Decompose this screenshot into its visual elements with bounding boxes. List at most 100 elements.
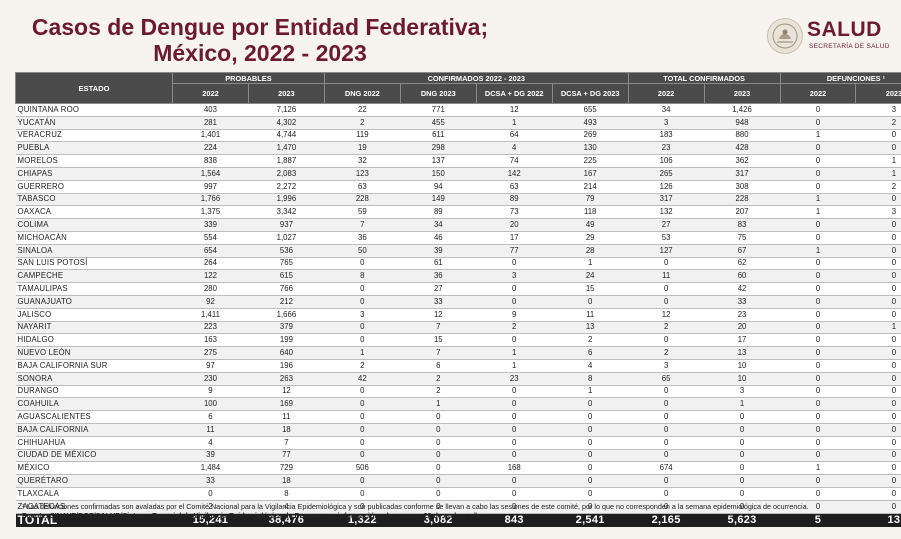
state-name-cell: GUANAJUATO [15, 295, 173, 309]
value-cell: 1,996 [248, 193, 325, 207]
value-cell: 1 [400, 397, 477, 412]
value-cell: 8 [324, 269, 401, 284]
state-name-cell: CIUDAD DE MÉXICO [15, 449, 173, 463]
value-cell: 2 [628, 321, 705, 335]
value-cell: 4,744 [248, 129, 325, 143]
value-cell: 12 [628, 308, 705, 322]
value-cell: 1 [780, 461, 856, 476]
value-cell: 77 [476, 244, 553, 258]
table-row: YUCATÁN 281 4,302 2 455 1 493 3 948 0 2 [15, 116, 901, 130]
value-cell: 127 [628, 244, 705, 258]
value-cell: 0 [855, 282, 901, 296]
value-cell: 100 [172, 397, 249, 412]
state-name-cell: YUCATÁN [15, 116, 173, 130]
value-cell: 263 [248, 372, 325, 386]
value-cell: 17 [704, 333, 781, 348]
value-cell: 0 [476, 449, 553, 463]
value-cell: 655 [552, 103, 629, 117]
footnotes: ¹ Las defunciones confirmadas son avalad… [22, 502, 822, 520]
value-cell: 0 [855, 333, 901, 348]
value-cell: 3 [324, 308, 401, 322]
value-cell: 0 [552, 436, 629, 450]
value-cell: 2 [628, 346, 705, 360]
state-name-cell: MICHOACÁN [15, 231, 173, 245]
value-cell: 77 [248, 449, 325, 463]
value-cell: 0 [780, 141, 856, 156]
value-cell: 640 [248, 346, 325, 360]
table-row: ZACATECAS 2 4 0 0 0 0 0 0 0 0 [15, 500, 901, 514]
value-cell: 298 [400, 141, 477, 156]
value-cell: 8 [552, 372, 629, 386]
value-cell: 0 [400, 487, 477, 501]
value-cell: 0 [476, 282, 553, 296]
value-cell: 0 [552, 461, 629, 476]
value-cell: 0 [324, 423, 401, 437]
value-cell: 62 [704, 257, 781, 271]
value-cell: 0 [780, 257, 856, 271]
value-cell: 42 [324, 372, 401, 386]
value-cell: 0 [324, 295, 401, 309]
header-sub-cell: 2023 [855, 83, 901, 104]
value-cell: 60 [704, 269, 781, 284]
value-cell: 0 [855, 461, 901, 476]
value-cell: 2 [552, 333, 629, 348]
value-cell: 199 [248, 333, 325, 348]
value-cell: 0 [855, 257, 901, 271]
value-cell: 611 [400, 129, 477, 143]
header-sub-cell: DCSA + DG 2023 [551, 83, 629, 104]
table-row: GUANAJUATO 92 212 0 33 0 0 0 33 0 0 [15, 295, 901, 309]
state-name-cell: QUERÉTARO [15, 474, 173, 488]
value-cell: 1 [476, 116, 553, 130]
value-cell: 196 [248, 359, 325, 373]
value-cell: 1,426 [704, 103, 781, 117]
value-cell: 24 [552, 269, 629, 284]
value-cell: 0 [855, 295, 901, 309]
value-cell: 0 [704, 449, 781, 463]
value-cell: 130 [552, 141, 629, 156]
value-cell: 6 [172, 410, 249, 424]
value-cell: 0 [780, 116, 856, 130]
value-cell: 89 [476, 193, 553, 207]
value-cell: 224 [172, 141, 249, 156]
value-cell: 3 [476, 269, 553, 284]
header-sub-cell: DNG 2022 [323, 83, 401, 104]
value-cell: 23 [476, 372, 553, 386]
value-cell: 0 [855, 346, 901, 360]
value-cell: 0 [400, 461, 477, 476]
value-cell: 729 [248, 461, 325, 476]
value-cell: 33 [172, 474, 249, 488]
value-cell: 11 [552, 308, 629, 322]
value-cell: 0 [324, 449, 401, 463]
value-cell: 0 [855, 218, 901, 232]
value-cell: 132 [628, 205, 705, 220]
footnote-defunciones: ¹ Las defunciones confirmadas son avalad… [22, 502, 809, 511]
state-name-cell: NAYARIT [15, 321, 173, 335]
value-cell: 765 [248, 257, 325, 271]
value-cell: 92 [172, 295, 249, 309]
value-cell: 0 [400, 410, 477, 424]
value-cell: 0 [552, 397, 629, 412]
title-line-2: México, 2022 - 2023 [153, 40, 367, 66]
value-cell: 280 [172, 282, 249, 296]
value-cell: 8 [248, 487, 325, 501]
value-cell: 0 [780, 372, 856, 386]
value-cell: 0 [780, 397, 856, 412]
table-row: MÉXICO 1,484 729 506 0 168 0 674 0 1 0 [15, 461, 901, 476]
value-cell: 4 [248, 500, 325, 514]
value-cell: 1 [476, 346, 553, 360]
value-cell: 0 [855, 449, 901, 463]
table-header: ESTADO PROBABLES CONFIRMADOS 2022 - 2023… [15, 72, 901, 104]
value-cell: 36 [400, 269, 477, 284]
table-row: TAMAULIPAS 280 766 0 27 0 15 0 42 0 0 [15, 282, 901, 296]
value-cell: 59 [324, 205, 401, 220]
value-cell: 18 [248, 474, 325, 488]
value-cell: 0 [552, 449, 629, 463]
state-name-cell: NUEVO LEÓN [15, 346, 173, 360]
value-cell: 13 [704, 346, 781, 360]
value-cell: 275 [172, 346, 249, 360]
header-estado: ESTADO [15, 72, 173, 104]
value-cell: 0 [552, 295, 629, 309]
value-cell: 0 [780, 167, 856, 181]
value-cell: 0 [780, 180, 856, 194]
value-cell: 0 [628, 295, 705, 309]
